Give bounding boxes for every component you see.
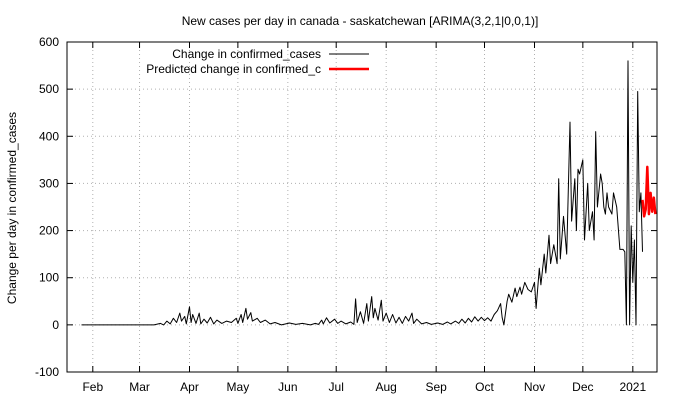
y-axis-label: Change per day in confirmed_cases [5,112,19,304]
y-tick-label: 0 [52,318,59,332]
y-tick-label: 600 [39,35,59,49]
series-line-2 [641,165,657,218]
x-tick-label: Jul [329,380,344,394]
y-tick-label: 300 [39,176,59,190]
x-axis-ticks: Feb Mar Apr May Jun Jul Aug Sep Oct Nov Dec 2021 [82,42,646,394]
x-tick-label: 2021 [619,380,646,394]
y-tick-label: 500 [39,82,59,96]
plot-frame [66,41,658,373]
x-tick-label: May [227,380,250,394]
y-tick-label: 400 [39,129,59,143]
legend-label-series-2: Predicted change in confirmed_c [146,62,321,76]
x-tick-label: Oct [475,380,494,394]
x-tick-label: Jun [278,380,297,394]
chart-title: New cases per day in canada - saskatchew… [182,14,539,28]
x-tick-label: Apr [180,380,199,394]
x-tick-label: Feb [82,380,103,394]
y-tick-label: -100 [35,365,59,379]
legend: Change in confirmed_cases Predicted chan… [146,47,369,76]
x-tick-label: Mar [129,380,150,394]
series-line-1 [81,60,643,326]
plot-series [81,60,657,326]
x-tick-label: Sep [425,380,447,394]
x-tick-label: Nov [524,380,545,394]
y-tick-label: 200 [39,224,59,238]
x-tick-label: Dec [572,380,593,394]
y-tick-label: 100 [39,271,59,285]
x-tick-label: Aug [376,380,397,394]
grid [67,42,657,372]
legend-label-series-1: Change in confirmed_cases [172,47,321,61]
y-axis-ticks: -100 0 100 200 300 400 500 600 [35,35,657,379]
